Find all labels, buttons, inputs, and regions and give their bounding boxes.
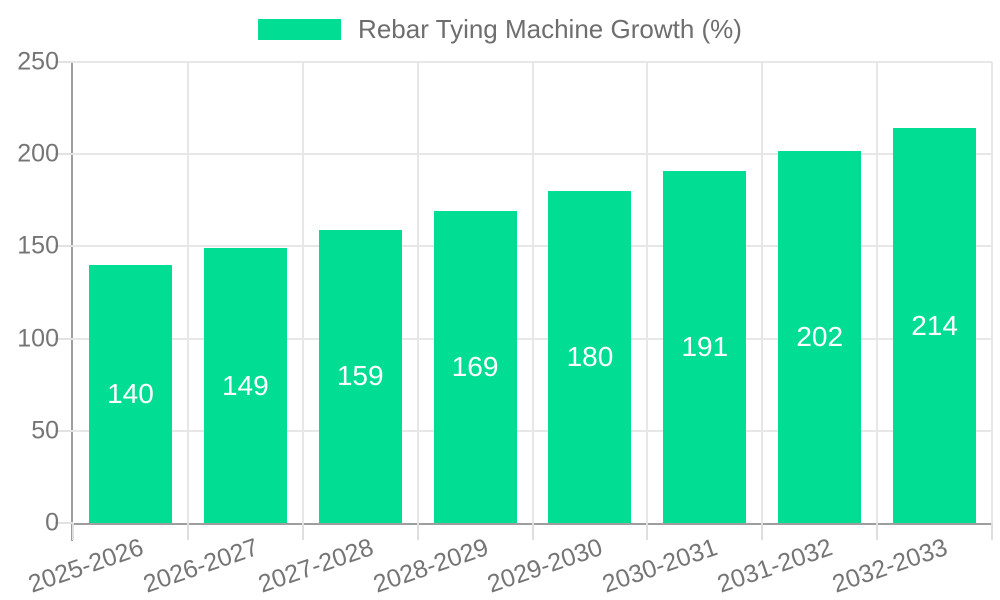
bar[interactable]: 140 bbox=[88, 264, 172, 523]
gridline-v bbox=[761, 62, 764, 523]
legend-item[interactable]: Rebar Tying Machine Growth (%) bbox=[258, 16, 742, 42]
bar-value-label: 180 bbox=[566, 341, 614, 373]
y-tick-mark bbox=[55, 429, 73, 432]
y-tick-mark bbox=[55, 61, 73, 63]
y-tick-mark bbox=[55, 153, 73, 156]
y-axis-line bbox=[71, 62, 73, 541]
x-axis-tick-label: 2029-2030 bbox=[484, 533, 607, 599]
bar[interactable]: 202 bbox=[778, 150, 862, 523]
bar[interactable]: 191 bbox=[663, 170, 747, 523]
plot-area: 0 50 100 150 200 250 140 149 159 169 180 191 202 214 2… bbox=[17, 49, 993, 599]
y-axis-tick-label: 50 bbox=[31, 416, 59, 445]
x-tick-mark bbox=[991, 523, 993, 540]
x-tick-mark bbox=[646, 523, 649, 540]
x-axis-tick-label: 2027-2028 bbox=[254, 533, 377, 599]
bar[interactable]: 214 bbox=[893, 128, 977, 523]
y-tick-mark bbox=[55, 337, 73, 340]
bar-value-label: 140 bbox=[107, 377, 154, 409]
gridline-v bbox=[876, 62, 879, 523]
y-axis-tick-label: 0 bbox=[45, 508, 59, 537]
x-tick-mark bbox=[531, 523, 534, 540]
bar[interactable]: 149 bbox=[203, 248, 287, 523]
x-axis-tick-label: 2032-2033 bbox=[828, 533, 952, 599]
gridline-v bbox=[301, 62, 304, 523]
x-tick-mark bbox=[186, 523, 189, 540]
x-axis-tick-label: 2031-2032 bbox=[713, 533, 837, 599]
y-tick-mark bbox=[55, 522, 73, 524]
x-tick-mark bbox=[876, 523, 879, 540]
gridline-v bbox=[186, 62, 189, 523]
x-tick-mark bbox=[72, 523, 74, 540]
bar-value-label: 169 bbox=[451, 351, 499, 383]
x-axis-tick-label: 2030-2031 bbox=[599, 533, 722, 599]
y-tick-mark bbox=[55, 245, 73, 248]
y-axis-tick-label: 250 bbox=[17, 47, 59, 76]
x-axis-tick-label: 2026-2027 bbox=[139, 533, 262, 599]
gridline-v bbox=[646, 62, 649, 523]
legend-swatch-icon bbox=[258, 18, 342, 40]
gridline-v bbox=[991, 62, 993, 523]
x-axis-tick-label: 2025-2026 bbox=[24, 533, 147, 599]
legend-label: Rebar Tying Machine Growth (%) bbox=[358, 14, 742, 44]
bar-value-label: 191 bbox=[681, 330, 729, 362]
x-tick-mark bbox=[301, 523, 304, 540]
y-axis-tick-label: 200 bbox=[17, 139, 59, 168]
bar-value-label: 159 bbox=[336, 360, 384, 392]
y-axis-tick-label: 100 bbox=[17, 324, 59, 353]
bar[interactable]: 180 bbox=[548, 191, 632, 523]
gridline-v bbox=[531, 62, 534, 523]
gridline-v bbox=[416, 62, 419, 523]
bar[interactable]: 159 bbox=[318, 229, 402, 523]
y-axis-tick-label: 150 bbox=[17, 231, 59, 260]
bar-value-label: 149 bbox=[221, 369, 269, 401]
x-tick-mark bbox=[761, 523, 764, 540]
x-axis-tick-label: 2028-2029 bbox=[369, 533, 492, 599]
bar[interactable]: 169 bbox=[433, 211, 517, 523]
x-tick-mark bbox=[416, 523, 419, 540]
bar-value-label: 214 bbox=[911, 309, 958, 341]
bar-value-label: 202 bbox=[796, 320, 844, 352]
